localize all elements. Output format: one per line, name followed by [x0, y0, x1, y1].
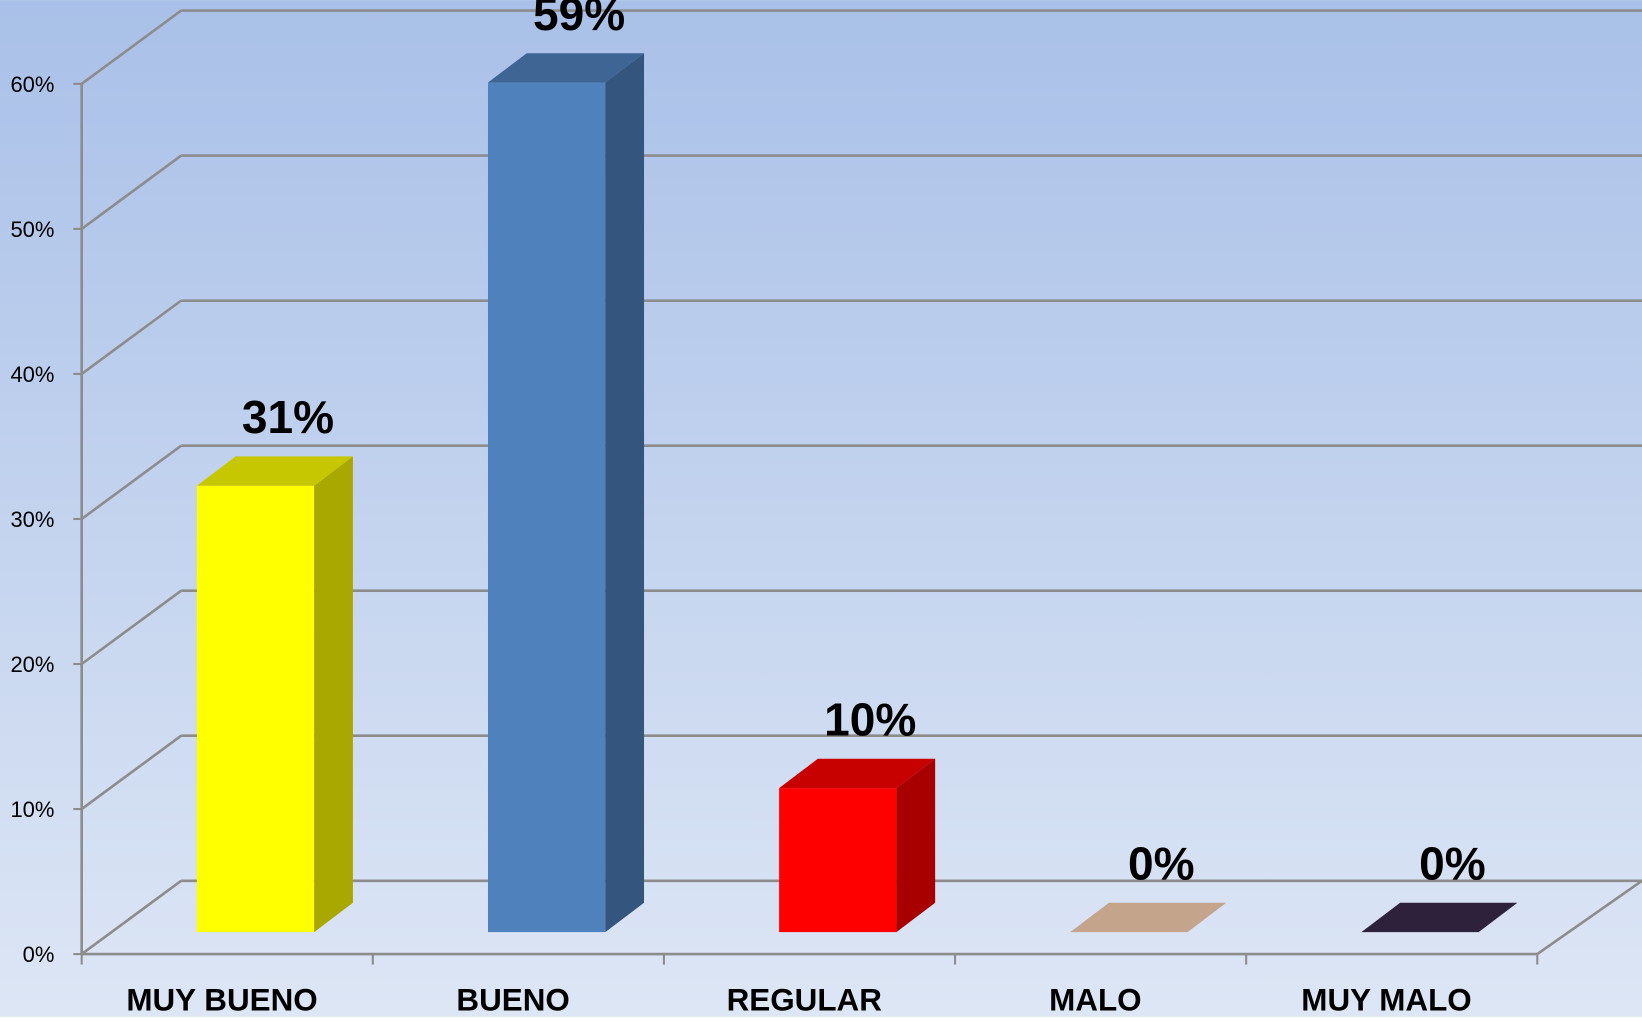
bar-top [196, 456, 353, 486]
bar-side [314, 456, 353, 933]
bar-side [896, 758, 936, 933]
value-label: 10% [824, 693, 916, 745]
y-tick-label: 20% [10, 652, 54, 677]
bar-top [779, 758, 936, 789]
x-tick-label: REGULAR [727, 983, 883, 1017]
value-label: 0% [1128, 837, 1195, 889]
grid-line [80, 879, 182, 956]
value-label: 0% [1419, 837, 1486, 889]
grid-line [80, 299, 182, 375]
bar-top [487, 53, 645, 83]
x-tick-label: MUY BUENO [126, 983, 317, 1017]
bar-side [605, 53, 645, 933]
bar-top [1070, 902, 1227, 933]
value-label: 31% [242, 391, 334, 443]
value-label: 59% [533, 0, 625, 40]
y-tick-label: 0% [23, 942, 55, 967]
floor-side [1536, 879, 1642, 956]
grid-line [80, 589, 182, 666]
x-tick-label: MUY MALO [1301, 983, 1471, 1017]
y-tick-label: 50% [10, 217, 54, 242]
y-tick-label: 60% [10, 72, 54, 97]
bar-front [196, 485, 315, 933]
x-tick-label: MALO [1049, 983, 1141, 1017]
grid-line [80, 734, 182, 811]
y-tick-label: 30% [10, 507, 54, 532]
y-tick-label: 10% [10, 797, 54, 822]
grid-line [80, 9, 182, 85]
grid-line [80, 154, 182, 230]
bar-front [779, 788, 897, 933]
x-tick-label: BUENO [456, 983, 569, 1017]
bar-top [1361, 902, 1518, 933]
grid-line [80, 444, 182, 521]
bar-front [487, 82, 606, 933]
y-tick-label: 40% [10, 362, 54, 387]
